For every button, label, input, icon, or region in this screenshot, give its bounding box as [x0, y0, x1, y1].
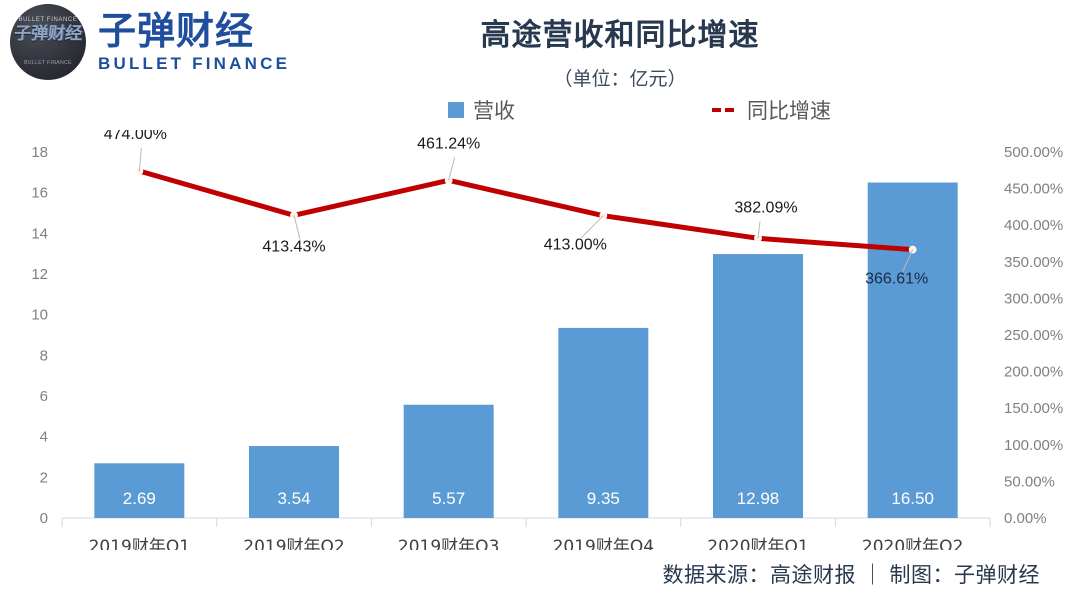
revenue-growth-combo-chart: 18 16 14 12 10 8 6 4 2 0 500.00% 450.00% 400.00% 350…: [31, 130, 1063, 550]
brand-wordmark: 子弹财经 BULLET FINANCE: [98, 12, 290, 72]
bar-value-label: 3.54: [277, 489, 310, 508]
bar: [249, 446, 339, 518]
category-label: 2019财年Q3: [398, 537, 499, 550]
left-axis-tick-label: 4: [40, 429, 48, 446]
left-axis-tick-label: 12: [31, 266, 48, 283]
category-label: 2020财年Q1: [707, 537, 808, 550]
legend-label-revenue: 营收: [473, 99, 515, 123]
growth-value-labels: 474.00% 413.43% 461.24% 413.00% 382.09% 366.6…: [104, 130, 929, 288]
category-label: 2019财年Q2: [243, 537, 344, 550]
right-axis-tick-label: 450.00%: [1004, 181, 1063, 198]
bar-value-labels: 2.69 3.54 5.57 9.35 12.98 16.50: [123, 489, 934, 508]
growth-line-series: [136, 168, 916, 253]
footer-credits: 数据来源：高途财报｜制图：子弹财经: [0, 559, 1040, 589]
growth-value-label: 461.24%: [417, 135, 480, 152]
growth-data-point: [290, 211, 298, 220]
page-title: 高途营收和同比增速: [480, 18, 760, 53]
bar-value-label: 5.57: [432, 489, 465, 508]
bar: [403, 404, 494, 518]
bar-value-label: 2.69: [123, 489, 156, 508]
label-leader-line: [757, 221, 761, 239]
chart-legend: 营收 同比增速: [430, 96, 860, 128]
chart-plot-area: 18 16 14 12 10 8 6 4 2 0 500.00% 450.00% 400.00% 350…: [0, 130, 1080, 550]
category-label: 2019财年Q1: [89, 537, 190, 550]
footer-separator: ｜: [862, 563, 884, 587]
label-leader-line: [902, 249, 914, 272]
legend-swatch-bar-icon: [448, 102, 464, 118]
right-axis-tick-label: 250.00%: [1004, 327, 1063, 344]
right-axis-tick-label: 100.00%: [1004, 437, 1063, 454]
right-axis-tick-label: 0.00%: [1004, 510, 1047, 527]
left-axis-tick-label: 10: [31, 307, 48, 324]
right-axis-tick-label: 50.00%: [1004, 473, 1055, 490]
brand-logo: BULLET FINANCE 子弹财经 BULLET FINANCE 子弹财经 …: [10, 4, 290, 80]
left-axis-tick-label: 6: [40, 388, 48, 405]
right-axis-tick-label: 500.00%: [1004, 144, 1063, 161]
label-leader-line: [580, 215, 604, 239]
right-axis-tick-label: 300.00%: [1004, 290, 1063, 307]
footer-credit: 制图：子弹财经: [889, 563, 1040, 587]
label-leader-line: [448, 157, 456, 181]
right-axis-ticks: 500.00% 450.00% 400.00% 350.00% 300.00% 250.0…: [1004, 144, 1063, 527]
legend-item-revenue: 营收: [448, 96, 515, 124]
category-labels: 2019财年Q1 2019财年Q2 2019财年Q3 2019财年Q4 2020财年Q1…: [89, 537, 964, 550]
category-label: 2020财年Q2: [862, 537, 963, 550]
growth-value-label: 382.09%: [734, 199, 797, 216]
legend-item-growth: 同比增速: [712, 96, 831, 124]
label-leader-line: [293, 215, 301, 240]
growth-value-label: 366.61%: [865, 271, 928, 288]
bar: [867, 182, 958, 518]
brand-name-en: BULLET FINANCE: [98, 54, 291, 73]
bar-value-label: 12.98: [737, 489, 780, 508]
brand-badge-icon: BULLET FINANCE 子弹财经 BULLET FINANCE: [10, 4, 86, 80]
bar-series: [94, 182, 958, 518]
left-axis-tick-label: 2: [40, 469, 48, 486]
left-axis-tick-label: 14: [31, 225, 48, 242]
page-subtitle: （单位：亿元）: [553, 68, 687, 90]
growth-value-label: 413.43%: [262, 238, 325, 255]
label-leader-line: [138, 147, 142, 172]
right-axis-tick-label: 200.00%: [1004, 364, 1063, 381]
badge-bottom-text: BULLET FINANCE: [24, 60, 72, 66]
bar-value-label: 9.35: [587, 489, 620, 508]
legend-swatch-dashed-line-icon: [712, 102, 738, 118]
brand-name-cn: 子弹财经: [98, 9, 255, 53]
growth-label-leaders: [138, 147, 914, 272]
right-axis-tick-label: 350.00%: [1004, 254, 1063, 271]
bar: [713, 254, 803, 518]
growth-value-label: 413.00%: [544, 237, 607, 254]
growth-line: [136, 168, 916, 253]
axis-lines: [61, 517, 991, 527]
right-axis-tick-label: 400.00%: [1004, 217, 1063, 234]
category-label: 2019财年Q4: [553, 537, 654, 550]
growth-line-points: [135, 167, 917, 254]
bar-value-label: 16.50: [891, 489, 934, 508]
left-axis-ticks: 18 16 14 12 10 8 6 4 2 0: [31, 144, 48, 527]
badge-top-text: BULLET FINANCE: [18, 17, 78, 23]
badge-cn-text: 子弹财经: [13, 24, 84, 44]
left-axis-tick-label: 0: [40, 510, 48, 527]
left-axis-tick-label: 16: [31, 185, 48, 202]
legend-label-growth: 同比增速: [747, 99, 831, 123]
header-bar: BULLET FINANCE 子弹财经 BULLET FINANCE 子弹财经 …: [0, 0, 1080, 92]
growth-value-label: 474.00%: [104, 130, 167, 143]
bar: [558, 327, 649, 518]
bar: [94, 463, 185, 518]
left-axis-tick-label: 8: [40, 347, 48, 364]
right-axis-tick-label: 150.00%: [1004, 400, 1063, 417]
footer-source: 数据来源：高途财报: [662, 563, 856, 587]
left-axis-tick-label: 18: [31, 144, 48, 161]
title-block: 高途营收和同比增速 （单位：亿元）: [340, 10, 900, 91]
